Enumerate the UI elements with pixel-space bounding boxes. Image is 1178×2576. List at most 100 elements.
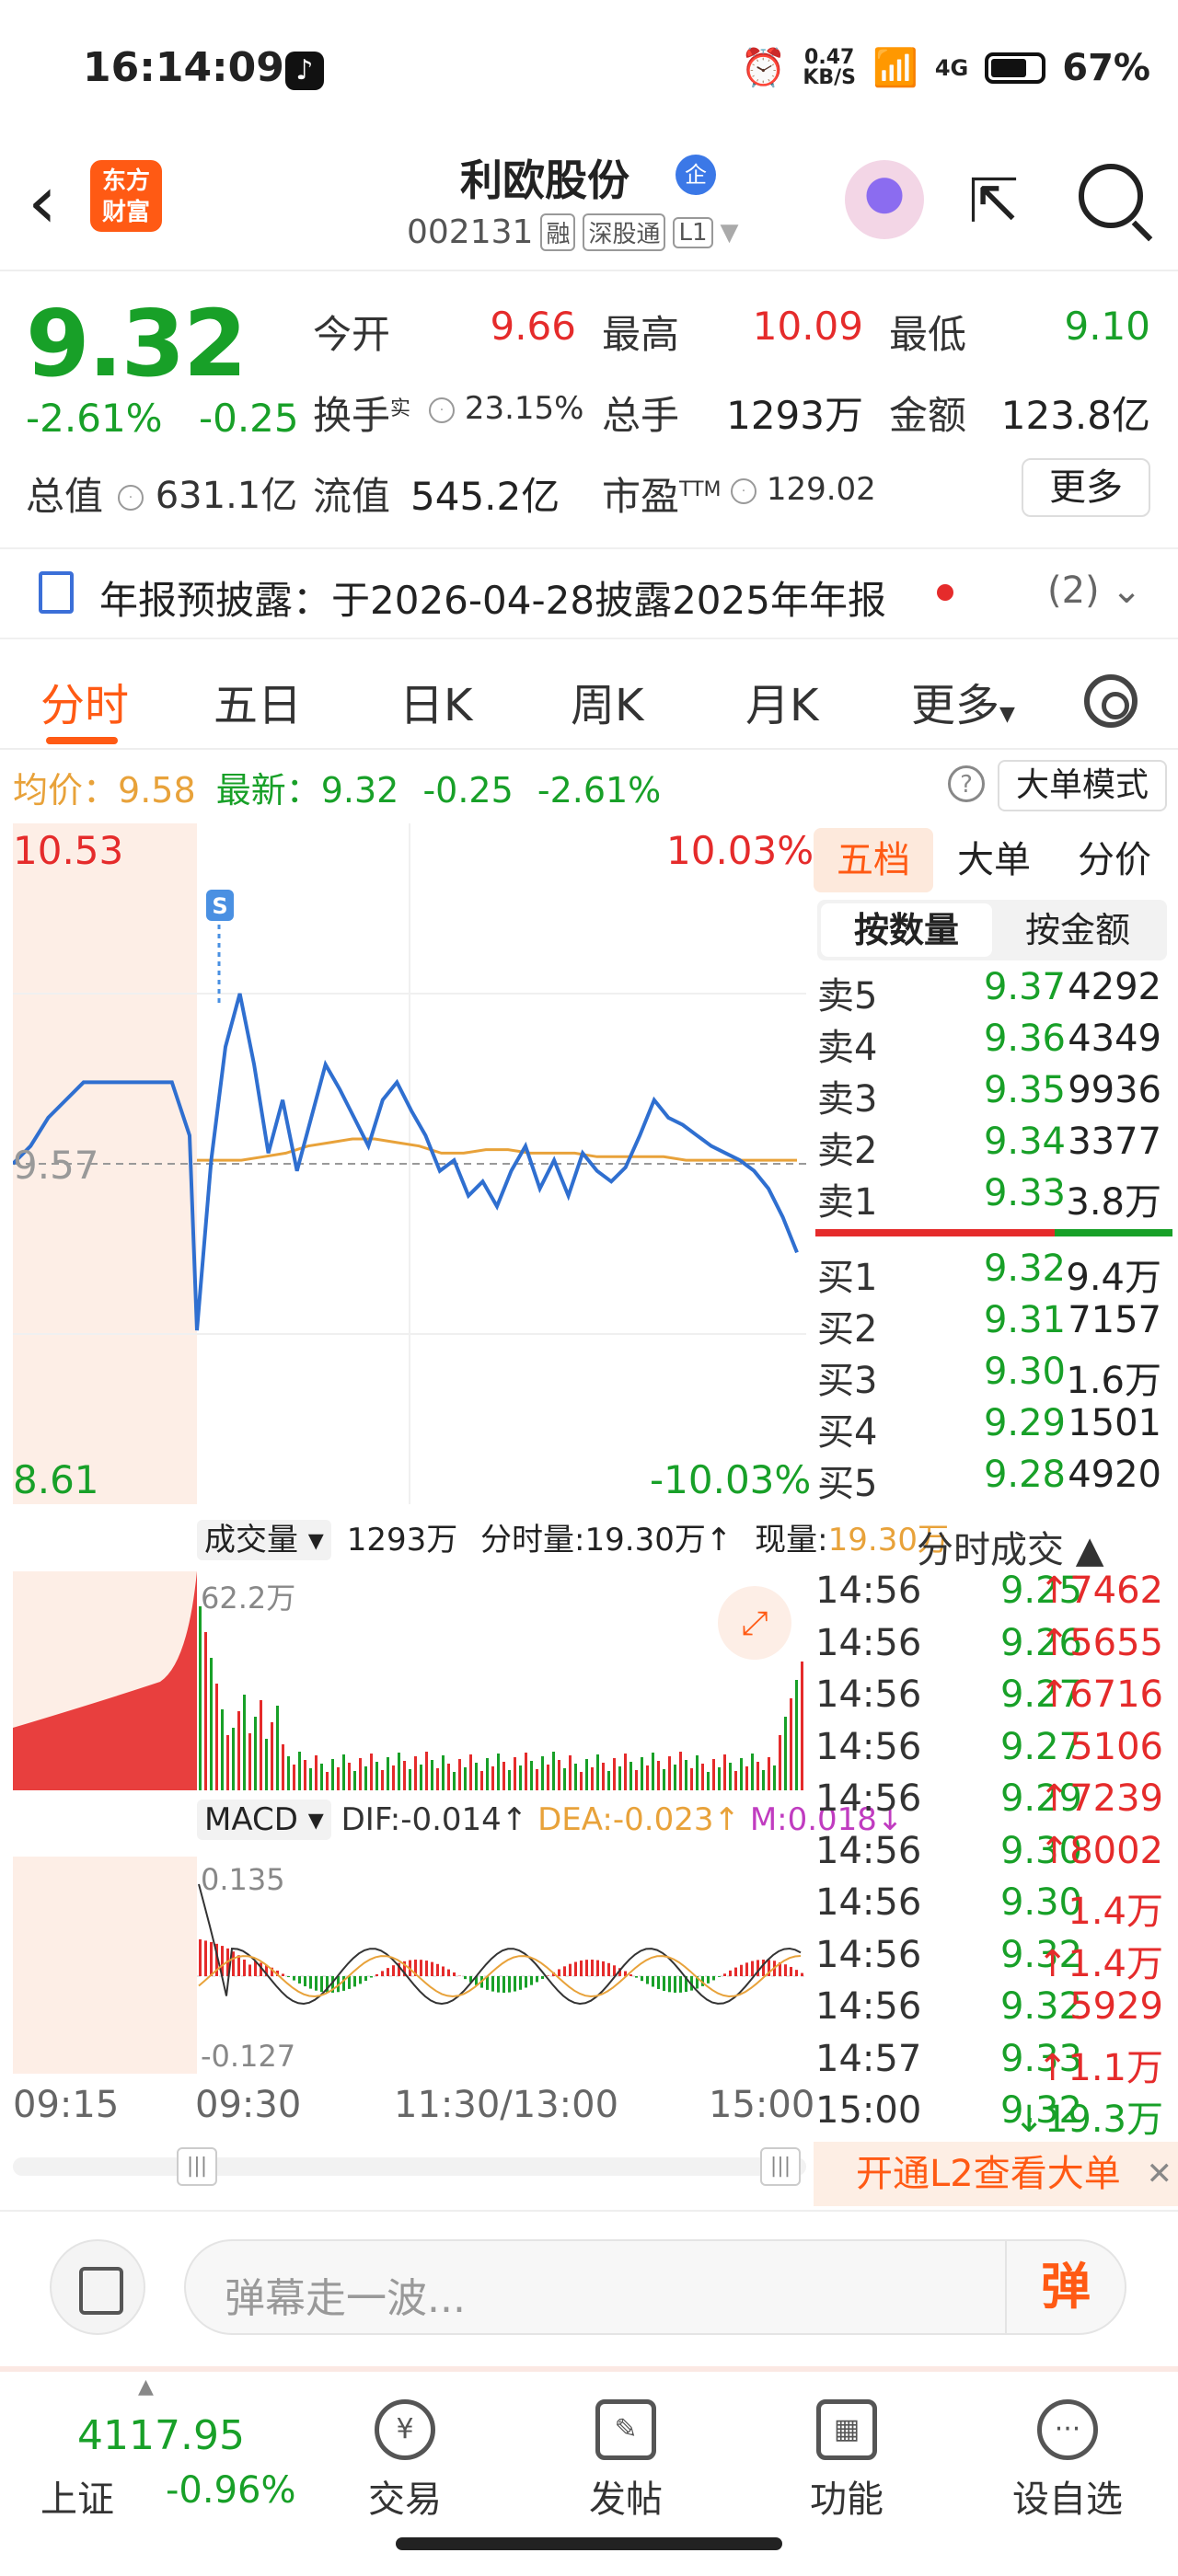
tab-price-distribution[interactable]: 分价 (1078, 839, 1151, 881)
macd-bar (729, 1970, 732, 1976)
segment-by-quantity[interactable]: 按数量 (821, 903, 992, 957)
more-button[interactable]: 更多 (1022, 458, 1150, 517)
index-name[interactable]: 上证 (40, 2478, 114, 2521)
search-icon[interactable] (1079, 164, 1143, 228)
tab-monthly-k[interactable]: 月K (745, 680, 819, 731)
l2-banner-text: 开通L2查看大单 (856, 2153, 1121, 2195)
scroll-handle-right[interactable]: ||| (760, 2147, 801, 2186)
macd-selector[interactable]: MACD ▾ (197, 1800, 331, 1840)
segment-by-amount[interactable]: 按金额 (1024, 910, 1130, 950)
eye-icon[interactable]: · (731, 477, 756, 504)
back-icon[interactable]: ‹ (28, 159, 57, 245)
volume-selector[interactable]: 成交量 ▾ (197, 1520, 331, 1560)
tab-weekly-k[interactable]: 周K (571, 680, 644, 731)
nav-functions[interactable]: ▦ 功能 (773, 2399, 920, 2523)
volume-bar (403, 1761, 406, 1790)
comment-bar: 弹幕走一波... 弹 (0, 2210, 1178, 2357)
macd-m: M:0.018↓ (749, 1801, 904, 1838)
ask-level[interactable]: 卖4 9.36 4349 (817, 1018, 1174, 1069)
nav-trade[interactable]: ¥ 交易 (331, 2399, 479, 2523)
volume-bar (320, 1764, 323, 1790)
tab-big-orders[interactable]: 大单 (957, 839, 1031, 881)
bid-level[interactable]: 买1 9.32 9.4万 (817, 1248, 1174, 1299)
danmu-input[interactable]: 弹幕走一波... 弹 (184, 2239, 1126, 2335)
enterprise-badge: 企 (676, 155, 716, 195)
tab-more[interactable]: 更多▼ (911, 680, 1015, 731)
index-value[interactable]: 4117.95 (77, 2412, 245, 2459)
ask-level[interactable]: 卖2 9.34 3377 (817, 1121, 1174, 1172)
index-change[interactable]: -0.96% (166, 2469, 296, 2512)
tab-five-day[interactable]: 五日 (214, 680, 303, 731)
nav-add-watchlist[interactable]: ··· 设自选 (994, 2399, 1141, 2523)
tag-connect: 深股通 (583, 213, 666, 251)
nav-post[interactable]: ✎ 发帖 (552, 2399, 699, 2523)
volume-bar (536, 1769, 538, 1790)
bid-level[interactable]: 买5 9.28 4920 (817, 1454, 1174, 1505)
tab-five-levels[interactable]: 五档 (814, 828, 933, 892)
mktcap-value: · 631.1亿 (118, 466, 297, 519)
open-label: 今开 (313, 312, 391, 357)
assistant-avatar[interactable] (845, 160, 924, 239)
ask-price: 9.37 (983, 966, 1066, 1008)
volume-bar (276, 1706, 279, 1790)
comment-list-icon[interactable] (50, 2239, 145, 2335)
stock-name: 利欧股份 (460, 155, 629, 205)
macd-bar (795, 1970, 798, 1976)
bid-level[interactable]: 买3 9.30 1.6万 (817, 1351, 1174, 1402)
gear-icon[interactable] (1084, 674, 1138, 728)
macd-bar (585, 1960, 588, 1976)
volume-bar (657, 1761, 660, 1790)
tab-intraday[interactable]: 分时 (40, 680, 130, 731)
nav-trade-label: 交易 (368, 2478, 442, 2521)
macd-chart[interactable] (13, 1857, 806, 2074)
volume-bar (215, 1684, 218, 1790)
volume-chart[interactable]: ⤢ (13, 1571, 806, 1790)
danmu-toggle-button[interactable]: 弹 (1005, 2241, 1125, 2333)
bid-level[interactable]: 买4 9.29 1501 (817, 1402, 1174, 1454)
volume-bar (425, 1752, 428, 1790)
volume-bar (199, 1606, 202, 1790)
chart-scrollbar[interactable] (13, 2157, 806, 2176)
tick-price: 9.30 (999, 1881, 1082, 1924)
tick-price: 9.29 (999, 1777, 1082, 1820)
scroll-handle-left[interactable]: ||| (177, 2147, 217, 2186)
intraday-chart[interactable]: S (13, 823, 806, 1504)
eye-icon[interactable]: · (429, 397, 455, 423)
macd-bar (491, 1976, 494, 1992)
volume-bar (464, 1767, 467, 1790)
stock-subtitle[interactable]: 002131 融 深股通 L1 ▼ (407, 213, 739, 251)
tick-row: 15:00 9.32 ↓19.3万 (815, 2089, 1174, 2141)
announcement-bar[interactable]: 年报预披露：于2026-04-28披露2025年年报 (2) ⌄ (0, 547, 1178, 639)
macd-bar (199, 1939, 202, 1976)
big-order-mode-button[interactable]: 大单模式 (998, 760, 1167, 811)
macd-bar (293, 1976, 295, 1981)
signal-marker-icon[interactable] (206, 890, 234, 921)
ask-level[interactable]: 卖3 9.35 9936 (817, 1069, 1174, 1121)
ask-level[interactable]: 卖1 9.33 3.8万 (817, 1172, 1174, 1224)
tab-daily-k[interactable]: 日K (399, 680, 473, 731)
ticks-header[interactable]: 分时成交 ▲ (917, 1529, 1104, 1571)
eye-icon[interactable]: · (118, 485, 144, 511)
unread-dot (937, 584, 953, 601)
help-icon[interactable]: ? (948, 765, 985, 802)
macd-bar (707, 1976, 710, 1984)
ask-level[interactable]: 卖5 9.37 4292 (817, 966, 1174, 1018)
chart-tabs: 分时 五日 日K 周K 月K 更多▼ (0, 658, 1178, 750)
share-icon[interactable]: ⇱ (968, 166, 1020, 236)
macd-bar (541, 1976, 544, 1979)
time-tick: 15:00 (709, 2084, 815, 2126)
macd-bar (591, 1960, 594, 1976)
expand-button[interactable] (718, 1586, 791, 1660)
danmu-placeholder: 弹幕走一波... (225, 2275, 466, 2322)
volume-bar (685, 1760, 687, 1790)
app-logo[interactable]: 东方 财富 (90, 160, 162, 232)
open-value: 9.66 (490, 304, 576, 349)
l2-banner[interactable]: 开通L2查看大单 ✕ (814, 2142, 1178, 2206)
bid-level[interactable]: 买2 9.31 7157 (817, 1299, 1174, 1351)
close-icon[interactable]: ✕ (1146, 2156, 1173, 2192)
price-line (13, 993, 799, 1331)
macd-bar (282, 1973, 284, 1976)
volume-bar (607, 1771, 610, 1790)
volume-bar (795, 1680, 798, 1790)
